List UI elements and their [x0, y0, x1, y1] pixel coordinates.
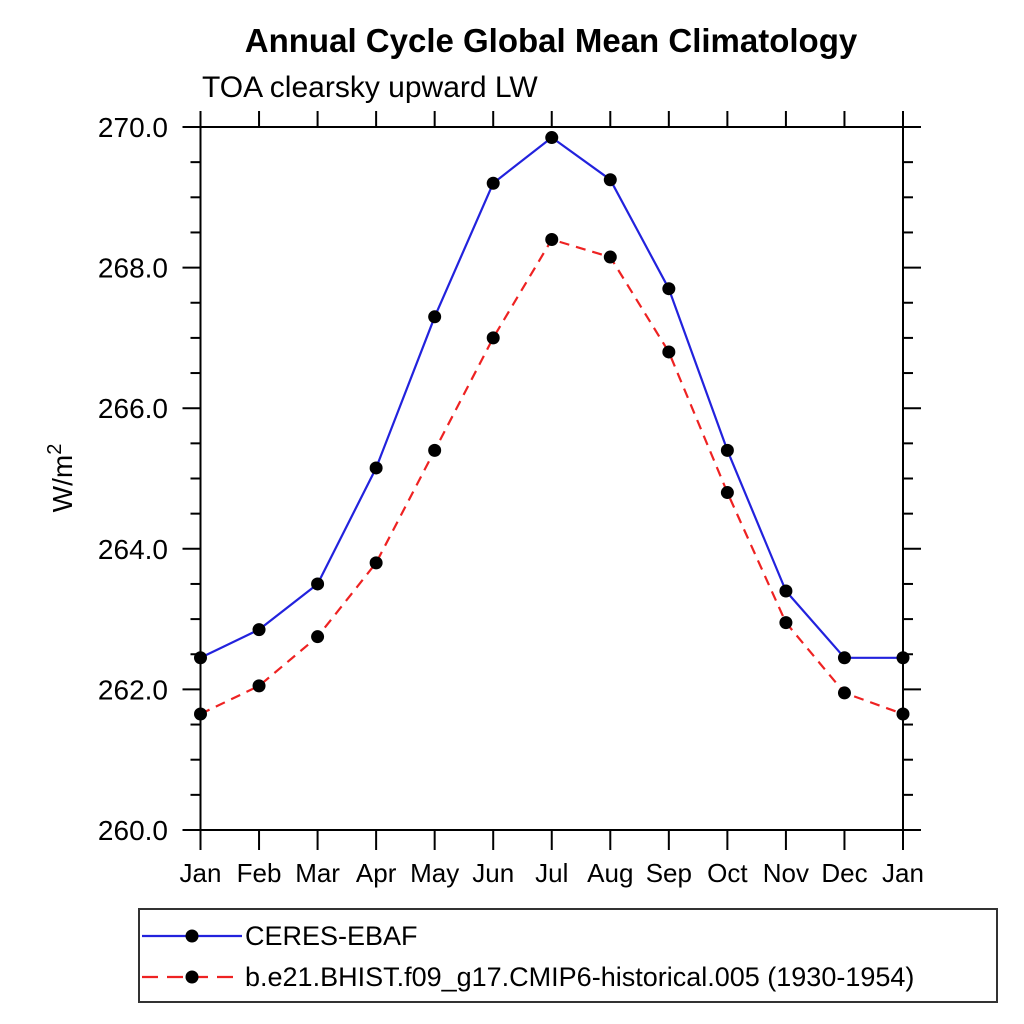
data-point-marker	[428, 443, 442, 457]
data-point-marker	[369, 461, 383, 475]
x-tick-label: Feb	[237, 858, 282, 888]
y-tick-label: 268.0	[98, 253, 168, 284]
data-point-marker	[662, 345, 676, 359]
x-tick-label: Jan	[882, 858, 924, 888]
x-tick-label: Apr	[356, 858, 397, 888]
x-tick-label: Aug	[587, 858, 633, 888]
x-tick-label: Jun	[472, 858, 514, 888]
data-point-marker	[311, 577, 325, 591]
series-line	[200, 238, 904, 716]
y-tick-label: 266.0	[98, 393, 168, 424]
x-tick-label: Jul	[535, 858, 568, 888]
data-point-marker	[896, 707, 910, 721]
series-layer	[194, 131, 910, 721]
plot-frame	[199, 126, 904, 831]
data-point-marker	[603, 173, 617, 187]
data-point-marker	[603, 250, 617, 264]
data-point-marker	[662, 282, 676, 296]
data-point-marker	[896, 651, 910, 665]
legend-marker	[185, 970, 199, 984]
chart-title: Annual Cycle Global Mean Climatology	[245, 22, 858, 59]
data-point-marker	[545, 232, 559, 246]
x-tick-label: May	[410, 858, 459, 888]
data-point-marker	[486, 176, 500, 190]
legend-marker	[185, 929, 199, 943]
data-point-marker	[486, 331, 500, 345]
data-point-marker	[779, 616, 793, 630]
data-point-marker	[194, 651, 207, 665]
y-tick-label: 264.0	[98, 534, 168, 565]
data-point-marker	[311, 630, 325, 644]
x-tick-label: Jan	[180, 858, 222, 888]
x-tick-label: Mar	[295, 858, 340, 888]
y-tick-label: 262.0	[98, 674, 168, 705]
x-tick-label: Oct	[707, 858, 748, 888]
chart-subtitle: TOA clearsky upward LW	[202, 71, 538, 104]
data-point-marker	[428, 310, 442, 324]
data-point-marker	[720, 486, 734, 500]
legend: CERES-EBAF b.e21.BHIST.f09_g17.CMIP6-hist…	[138, 908, 998, 1003]
data-point-marker	[252, 623, 266, 637]
data-point-marker	[252, 679, 266, 693]
series-line	[200, 136, 903, 659]
legend-label: b.e21.BHIST.f09_g17.CMIP6-historical.005…	[245, 962, 914, 992]
y-tick-label: 260.0	[98, 815, 168, 846]
data-point-marker	[194, 707, 207, 721]
y-tick-label: 270.0	[98, 112, 168, 143]
x-tick-label: Dec	[821, 858, 867, 888]
x-tick-label: Sep	[646, 858, 692, 888]
legend-label: CERES-EBAF	[245, 921, 418, 951]
y-axis-label: W/m2	[44, 444, 78, 513]
data-point-marker	[369, 556, 383, 570]
data-point-marker	[837, 651, 851, 665]
axes-layer: Jan Feb Mar Apr May Jun Jul Aug Sep Oct Nov Dec Jan 2…	[98, 111, 924, 888]
data-point-marker	[779, 584, 793, 598]
data-point-marker	[837, 686, 851, 700]
legend-box	[138, 908, 998, 1003]
data-point-marker	[720, 443, 734, 457]
x-tick-label: Nov	[763, 858, 809, 888]
data-point-marker	[545, 131, 559, 145]
